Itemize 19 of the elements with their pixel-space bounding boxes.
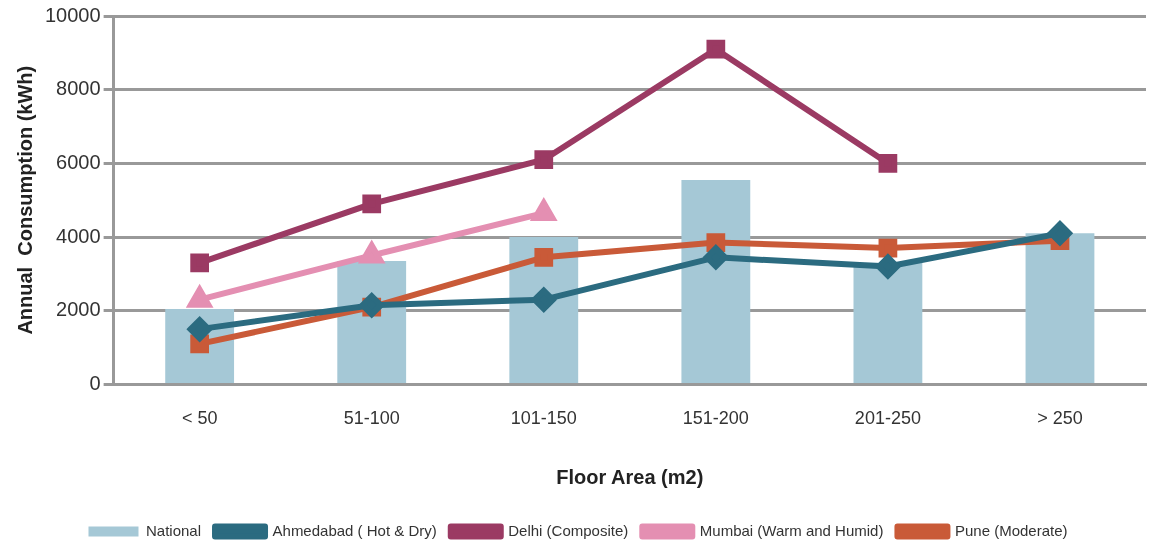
x-tick-label: > 250: [1037, 408, 1083, 429]
y-tick-label: 0: [89, 371, 101, 394]
y-tick-label: 8000: [56, 77, 101, 100]
x-tick-label: 101-150: [510, 408, 577, 429]
x-tick-label: 201-250: [854, 408, 921, 429]
y-tick-label: 6000: [56, 150, 101, 173]
legend-label: National: [146, 521, 202, 539]
x-tick-label: 51-100: [343, 408, 400, 429]
legend-label: Mumbai (Warm and Humid): [699, 521, 884, 539]
legend-label: Delhi (Composite): [508, 521, 629, 539]
legend-label: Ahmedabad ( Hot & Dry): [272, 521, 437, 539]
x-tick-label: 151-200: [682, 408, 749, 429]
y-tick-label: 4000: [56, 224, 101, 247]
x-axis-title: Floor Area (m2): [556, 465, 704, 488]
y-tick-label: 10000: [44, 3, 101, 26]
y-tick-label: 2000: [56, 298, 101, 321]
y-axis-title: Annual Consumption (kWh): [13, 65, 36, 335]
legend-label: Pune (Moderate): [954, 521, 1068, 539]
x-tick-label: < 50: [181, 408, 218, 429]
